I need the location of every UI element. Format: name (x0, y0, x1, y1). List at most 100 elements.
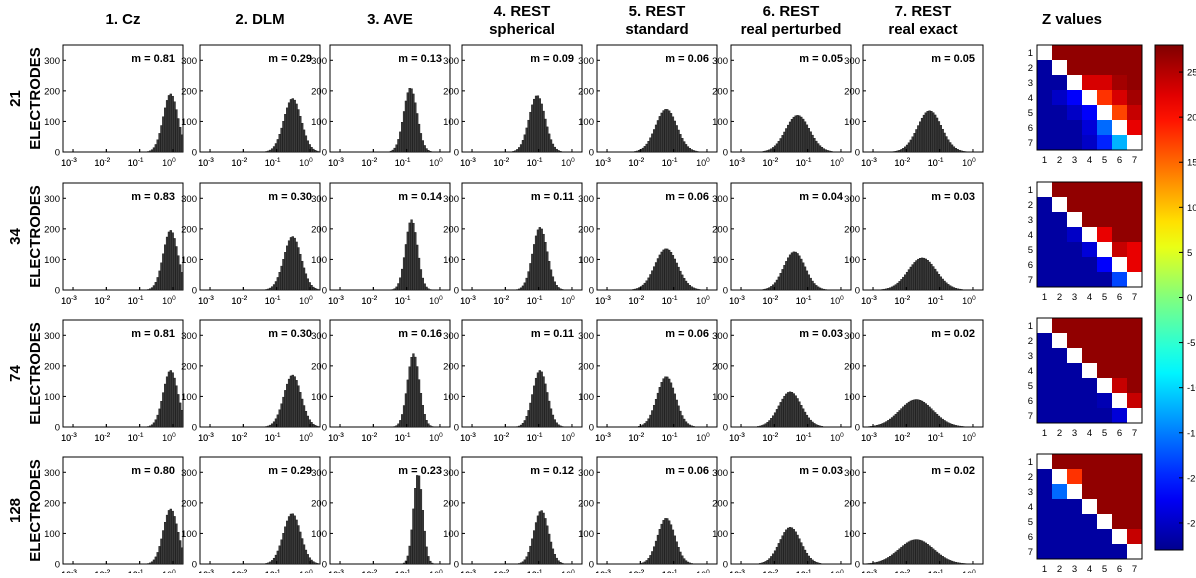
matrix-cell (1127, 484, 1142, 499)
x-tick-label: 10-2 (493, 295, 509, 306)
y-tick-label: 100 (311, 392, 327, 403)
histogram-bar (429, 151, 431, 152)
matrix-y-tick-label: 1 (1028, 457, 1033, 468)
histogram-bar (268, 151, 270, 152)
matrix-y-tick-label: 6 (1028, 260, 1033, 271)
column-subtitle: spherical (489, 21, 555, 38)
matrix-cell (1097, 454, 1112, 469)
mean-label: m = 0.05 (931, 53, 975, 65)
histogram-bar (882, 289, 884, 290)
histogram-bar (917, 540, 919, 564)
matrix-cell (1052, 272, 1067, 287)
x-tick-label: 10-1 (662, 295, 678, 306)
histogram-bar (305, 136, 307, 152)
histogram-bar (157, 552, 159, 564)
histogram-bar (953, 288, 955, 290)
histogram-bar (802, 546, 804, 564)
histogram-bar (804, 122, 806, 152)
x-tick-label: 10-3 (61, 295, 77, 306)
histogram-bar (535, 96, 537, 152)
x-tick-label: 100 (830, 432, 844, 443)
histogram-bar (286, 521, 288, 564)
matrix-cell (1127, 60, 1142, 75)
histogram-bar (424, 414, 426, 427)
matrix-cell (1082, 60, 1097, 75)
x-tick-label: 10-1 (395, 432, 411, 443)
matrix-cell (1037, 454, 1052, 469)
matrix-cell (1052, 182, 1067, 197)
histogram-bar (912, 540, 914, 564)
histogram-bar (655, 262, 657, 290)
histogram-bar (305, 550, 307, 564)
histogram-bar (303, 268, 305, 290)
histogram-bar (657, 393, 659, 427)
histogram-bar (765, 561, 767, 564)
x-tick-label: 10-1 (128, 432, 144, 443)
histogram-bar (929, 546, 931, 564)
histogram-bar (298, 110, 300, 152)
histogram-bar (518, 426, 520, 427)
y-tick-label: 0 (192, 423, 197, 434)
histogram-bar (546, 252, 548, 290)
matrix-cell (1097, 212, 1112, 227)
histogram-bar (153, 286, 155, 290)
histogram-bar (266, 426, 268, 427)
matrix-cell (1097, 60, 1112, 75)
histogram-bar (804, 412, 806, 427)
histogram-bar (897, 412, 899, 427)
y-tick-label: 100 (311, 255, 327, 266)
histogram-bar (653, 129, 655, 152)
histogram-bar (917, 400, 919, 427)
histogram-bar (678, 406, 680, 427)
histogram-bar (696, 289, 698, 290)
histogram-bar (181, 135, 183, 152)
histogram-bar (530, 546, 532, 564)
matrix-y-tick-label: 2 (1028, 472, 1033, 483)
matrix-y-tick-label: 3 (1028, 78, 1033, 89)
y-tick-label: 300 (844, 194, 860, 205)
column-subtitle: standard (625, 21, 688, 38)
x-tick-label: 10-2 (762, 295, 778, 306)
x-tick-label: 10-2 (628, 432, 644, 443)
matrix-cell (1067, 182, 1082, 197)
matrix-cell (1082, 469, 1097, 484)
y-tick-label: 200 (181, 224, 197, 235)
x-tick-label: 10-3 (595, 157, 611, 168)
histogram-bar (817, 144, 819, 152)
matrix-x-tick-label: 3 (1072, 428, 1077, 439)
histogram-bar (407, 93, 409, 152)
histogram-bar (814, 561, 816, 564)
histogram-bar (403, 563, 405, 564)
matrix-cell (1112, 227, 1127, 242)
histogram-bar (884, 289, 886, 290)
histogram-bar (782, 269, 784, 290)
matrix-cell (1067, 544, 1082, 559)
histogram-bar (901, 409, 903, 427)
histogram-bar (429, 426, 431, 427)
histogram-bar (528, 120, 530, 152)
histogram-bar (646, 144, 648, 152)
histogram-bar (934, 269, 936, 290)
matrix-cell (1097, 272, 1112, 287)
histogram-bar (161, 263, 163, 290)
histogram-bar (689, 285, 691, 290)
histogram-bar (518, 563, 520, 564)
x-tick-label: 100 (830, 157, 844, 168)
histogram-bar (812, 281, 814, 290)
y-tick-label: 200 (578, 361, 594, 372)
histogram-bar (550, 409, 552, 427)
histogram-bar (785, 394, 787, 427)
matrix-y-tick-label: 1 (1028, 185, 1033, 196)
y-tick-label: 200 (44, 224, 60, 235)
x-tick-label: 10-1 (928, 157, 944, 168)
histogram-bar (955, 148, 957, 152)
histogram-bar (919, 258, 921, 290)
histogram-bar (431, 563, 433, 564)
matrix-cell (1037, 363, 1052, 378)
y-tick-label: 200 (44, 361, 60, 372)
histogram-bar (556, 149, 558, 152)
